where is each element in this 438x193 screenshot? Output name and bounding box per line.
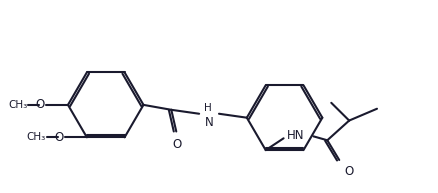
Text: O: O — [172, 138, 181, 151]
Text: N: N — [204, 116, 213, 129]
Text: O: O — [343, 165, 353, 178]
Text: CH₃: CH₃ — [27, 132, 46, 142]
Text: H: H — [204, 103, 212, 113]
Text: O: O — [55, 131, 64, 144]
Text: HN: HN — [286, 129, 304, 142]
Text: CH₃: CH₃ — [8, 100, 27, 110]
Text: O: O — [36, 98, 45, 111]
